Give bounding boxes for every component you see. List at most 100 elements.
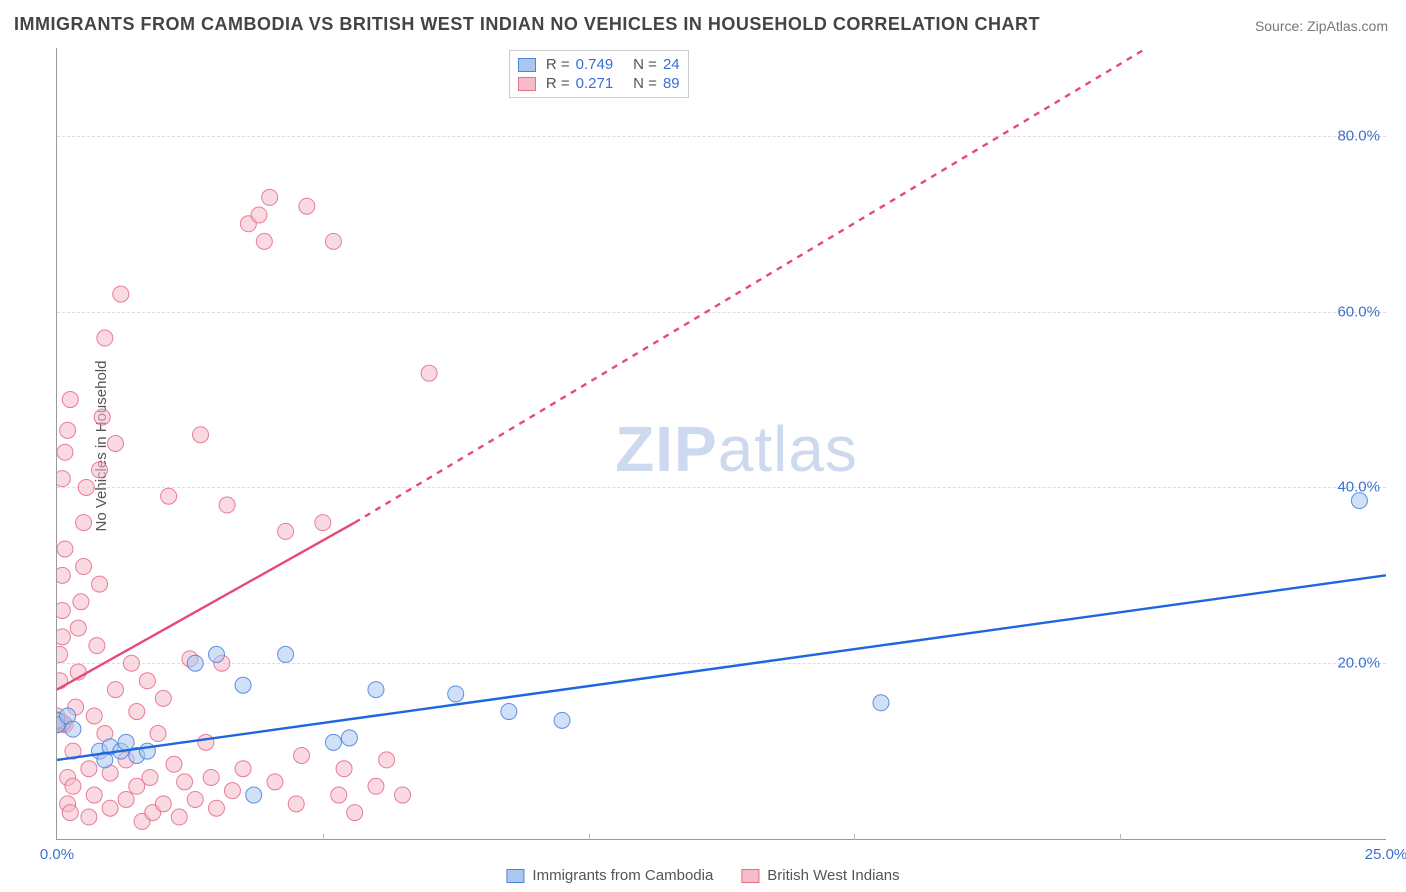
data-point <box>325 233 341 249</box>
chart-page: IMMIGRANTS FROM CAMBODIA VS BRITISH WEST… <box>0 0 1406 892</box>
legend-label: Immigrants from Cambodia <box>532 867 713 884</box>
data-point <box>341 730 357 746</box>
data-point <box>155 690 171 706</box>
data-point <box>65 721 81 737</box>
data-point <box>187 791 203 807</box>
data-point <box>235 761 251 777</box>
data-point <box>368 682 384 698</box>
data-point <box>57 444 73 460</box>
source-link[interactable]: ZipAtlas.com <box>1307 18 1388 34</box>
data-point <box>113 286 129 302</box>
data-point <box>142 769 158 785</box>
data-point <box>123 655 139 671</box>
data-point <box>448 686 464 702</box>
x-tick-label: 0.0% <box>40 846 74 863</box>
data-point <box>97 330 113 346</box>
data-point <box>203 769 219 785</box>
data-point <box>421 365 437 381</box>
data-point <box>315 515 331 531</box>
data-point <box>278 523 294 539</box>
data-point <box>76 559 92 575</box>
data-point <box>62 392 78 408</box>
legend-item: British West Indians <box>741 867 899 884</box>
n-label: N = <box>633 56 657 73</box>
data-point <box>267 774 283 790</box>
data-point <box>219 497 235 513</box>
trend-line <box>57 575 1386 760</box>
data-point <box>331 787 347 803</box>
data-point <box>246 787 262 803</box>
data-point <box>57 541 73 557</box>
data-point <box>70 620 86 636</box>
data-point <box>107 682 123 698</box>
legend-row: R = 0.749N = 24 <box>518 55 680 74</box>
data-point <box>78 479 94 495</box>
data-point <box>107 436 123 452</box>
data-point <box>60 422 76 438</box>
data-point <box>395 787 411 803</box>
data-point <box>554 712 570 728</box>
legend-bottom: Immigrants from Cambodia British West Ind… <box>506 867 899 884</box>
data-point <box>278 646 294 662</box>
data-point <box>62 805 78 821</box>
data-point <box>57 471 70 487</box>
data-point <box>81 761 97 777</box>
data-point <box>102 800 118 816</box>
data-point <box>76 515 92 531</box>
data-point <box>251 207 267 223</box>
data-point <box>81 809 97 825</box>
chart-title: IMMIGRANTS FROM CAMBODIA VS BRITISH WEST… <box>14 14 1040 35</box>
data-point <box>224 783 240 799</box>
data-point <box>155 796 171 812</box>
data-point <box>86 787 102 803</box>
correlation-legend: R = 0.749N = 24R = 0.271N = 89 <box>509 50 689 98</box>
data-point <box>57 646 68 662</box>
r-value: 0.271 <box>576 75 614 92</box>
legend-swatch <box>741 869 759 883</box>
r-label: R = <box>546 75 570 92</box>
data-point <box>299 198 315 214</box>
data-point <box>262 189 278 205</box>
data-point <box>208 800 224 816</box>
data-point <box>336 761 352 777</box>
source-label: Source: <box>1255 18 1307 34</box>
x-tick-label: 25.0% <box>1365 846 1406 863</box>
trend-line <box>355 48 1147 523</box>
data-point <box>94 409 110 425</box>
data-point <box>118 734 134 750</box>
data-point <box>129 704 145 720</box>
data-point <box>187 655 203 671</box>
n-label: N = <box>633 75 657 92</box>
data-point <box>294 748 310 764</box>
chart-svg <box>57 48 1386 839</box>
data-point <box>193 427 209 443</box>
r-value: 0.749 <box>576 56 614 73</box>
data-point <box>235 677 251 693</box>
data-point <box>256 233 272 249</box>
n-value: 24 <box>663 56 680 73</box>
data-point <box>57 567 70 583</box>
data-point <box>92 462 108 478</box>
legend-swatch <box>518 77 536 91</box>
data-point <box>347 805 363 821</box>
data-point <box>139 673 155 689</box>
data-point <box>368 778 384 794</box>
data-point <box>89 638 105 654</box>
legend-row: R = 0.271N = 89 <box>518 74 680 93</box>
data-point <box>171 809 187 825</box>
data-point <box>73 594 89 610</box>
data-point <box>92 576 108 592</box>
data-point <box>118 791 134 807</box>
data-point <box>161 488 177 504</box>
plot-area: ZIPatlas 20.0%40.0%60.0%80.0%0.0%25.0%R … <box>56 48 1386 840</box>
data-point <box>65 778 81 794</box>
data-point <box>86 708 102 724</box>
data-point <box>1351 493 1367 509</box>
data-point <box>288 796 304 812</box>
data-point <box>150 726 166 742</box>
data-point <box>57 629 70 645</box>
data-point <box>379 752 395 768</box>
data-point <box>177 774 193 790</box>
data-point <box>166 756 182 772</box>
data-point <box>873 695 889 711</box>
